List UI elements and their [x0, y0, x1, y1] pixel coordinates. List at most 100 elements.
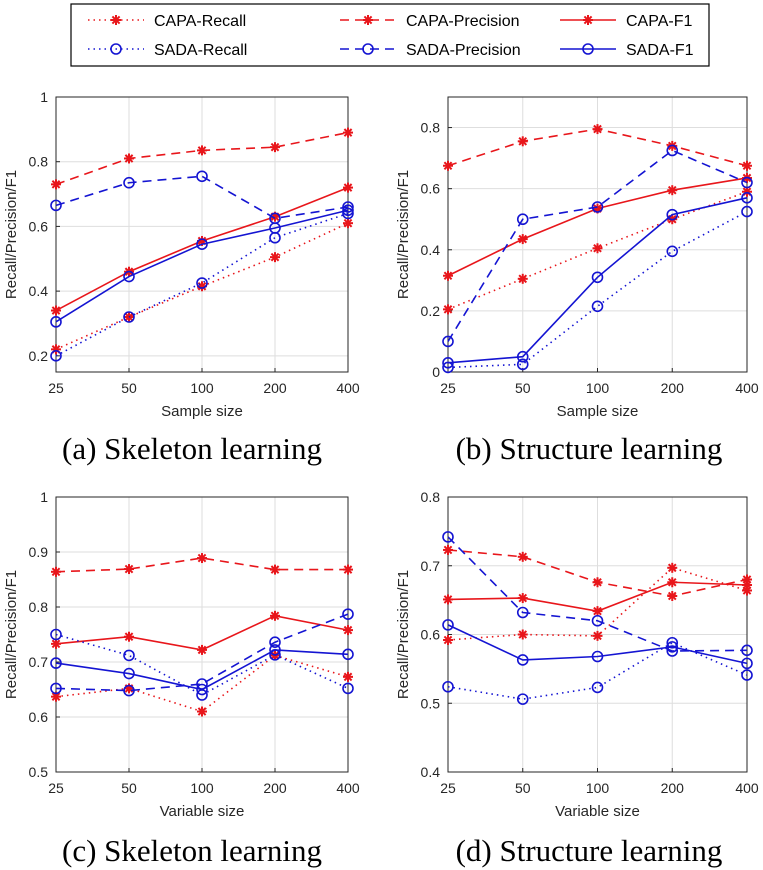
- data-point: [516, 213, 529, 226]
- data-point: [123, 176, 135, 189]
- data-point: [196, 277, 208, 289]
- data-point: [197, 706, 207, 717]
- data-point: [50, 316, 62, 328]
- data-point: [666, 245, 679, 258]
- data-point: [124, 153, 134, 164]
- x-tick-label: 25: [440, 780, 456, 796]
- data-point: [742, 160, 752, 171]
- series-capa_precision: [51, 127, 353, 190]
- series-sada_recall: [442, 205, 753, 374]
- data-point: [124, 631, 134, 642]
- x-axis-label: Sample size: [557, 403, 639, 420]
- data-point: [342, 608, 354, 620]
- data-point: [667, 562, 678, 573]
- data-point: [50, 682, 62, 695]
- x-tick-label: 200: [661, 380, 685, 396]
- data-point: [517, 234, 528, 245]
- legend-entry-capa_recall: CAPA-Recall: [88, 13, 246, 30]
- data-point: [741, 205, 753, 218]
- data-point: [270, 252, 280, 263]
- data-point: [270, 564, 280, 575]
- y-tick-label: 0.6: [421, 627, 441, 643]
- x-tick-label: 400: [735, 780, 759, 796]
- legend-marker: [362, 43, 374, 55]
- x-tick-label: 200: [661, 780, 685, 796]
- series-line: [55, 613, 349, 692]
- y-tick-label: 0.4: [421, 764, 441, 780]
- y-axis-ticks: 0.4 0.5 0.6 0.7 0.8: [421, 489, 452, 780]
- data-point: [342, 204, 354, 217]
- data-point: [123, 667, 135, 680]
- series-line: [55, 209, 349, 323]
- series-line: [55, 212, 349, 357]
- series-sada_f1: [442, 619, 753, 670]
- legend-label: CAPA-Recall: [154, 13, 246, 30]
- y-tick-label: 0.4: [29, 283, 49, 299]
- legend-entry-capa_precision: CAPA-Precision: [340, 13, 520, 30]
- panel-caption: (d) Structure learning: [456, 833, 723, 868]
- series-group: [50, 127, 354, 362]
- data-point: [197, 553, 207, 564]
- series-sada_f1: [442, 192, 753, 369]
- y-tick-label: 0.9: [29, 544, 49, 560]
- data-point: [270, 142, 280, 153]
- panel-caption: (a) Skeleton learning: [62, 431, 322, 466]
- x-tick-label: 50: [121, 380, 137, 396]
- y-axis-ticks: 0.2 0.4 0.6 0.8 1: [29, 89, 60, 364]
- panel-caption: (b) Structure learning: [456, 431, 723, 466]
- data-point: [517, 136, 528, 147]
- legend-label: CAPA-Precision: [406, 13, 520, 30]
- data-point: [591, 271, 604, 284]
- data-point: [442, 619, 454, 631]
- y-axis-label: Recall/Precision/F1: [395, 570, 412, 699]
- x-tick-label: 100: [586, 780, 610, 796]
- data-point: [51, 638, 61, 649]
- legend-marker: [583, 15, 593, 25]
- data-point: [51, 691, 61, 702]
- data-point: [667, 591, 678, 601]
- series-line: [447, 210, 748, 369]
- data-point: [270, 610, 280, 621]
- x-tick-label: 100: [586, 380, 610, 396]
- data-point: [50, 628, 62, 641]
- data-point: [343, 218, 353, 229]
- data-point: [591, 650, 604, 663]
- y-tick-label: 0.8: [29, 599, 49, 615]
- legend-entry-capa_f1: CAPA-F1: [560, 13, 692, 30]
- x-tick-label: 100: [190, 780, 214, 796]
- data-point: [741, 176, 753, 189]
- panel-2: 25 50 100 200 400 0 0.2 0.4 0.6 0.8 Sample size Rec…: [395, 96, 759, 466]
- legend-label: SADA-Precision: [406, 42, 521, 59]
- data-point: [667, 577, 678, 588]
- data-point: [51, 179, 61, 190]
- y-axis-label: Recall/Precision/F1: [3, 570, 20, 699]
- data-point: [442, 357, 454, 369]
- y-axis-label: Recall/Precision/F1: [3, 170, 20, 299]
- data-point: [741, 657, 753, 670]
- x-tick-label: 25: [48, 780, 64, 796]
- series-line: [55, 222, 349, 351]
- data-point: [342, 682, 354, 695]
- data-point: [124, 564, 134, 575]
- data-point: [666, 208, 679, 221]
- data-point: [50, 657, 62, 669]
- y-tick-label: 0.8: [421, 120, 441, 136]
- series-group: [50, 553, 354, 717]
- x-tick-label: 400: [336, 780, 360, 796]
- data-point: [667, 185, 678, 196]
- y-tick-label: 1: [40, 489, 48, 505]
- data-point: [343, 625, 353, 636]
- y-tick-label: 0.4: [421, 242, 441, 258]
- series-sada_precision: [50, 170, 354, 225]
- series-capa_f1: [443, 577, 752, 617]
- data-point: [592, 606, 603, 617]
- y-tick-label: 0.5: [421, 695, 441, 711]
- data-point: [442, 531, 454, 543]
- x-tick-label: 100: [190, 380, 214, 396]
- data-point: [443, 635, 453, 645]
- y-tick-label: 0.6: [29, 709, 49, 725]
- series-sada_precision: [442, 144, 753, 348]
- data-point: [342, 201, 354, 213]
- data-point: [442, 335, 454, 348]
- data-point: [741, 644, 753, 657]
